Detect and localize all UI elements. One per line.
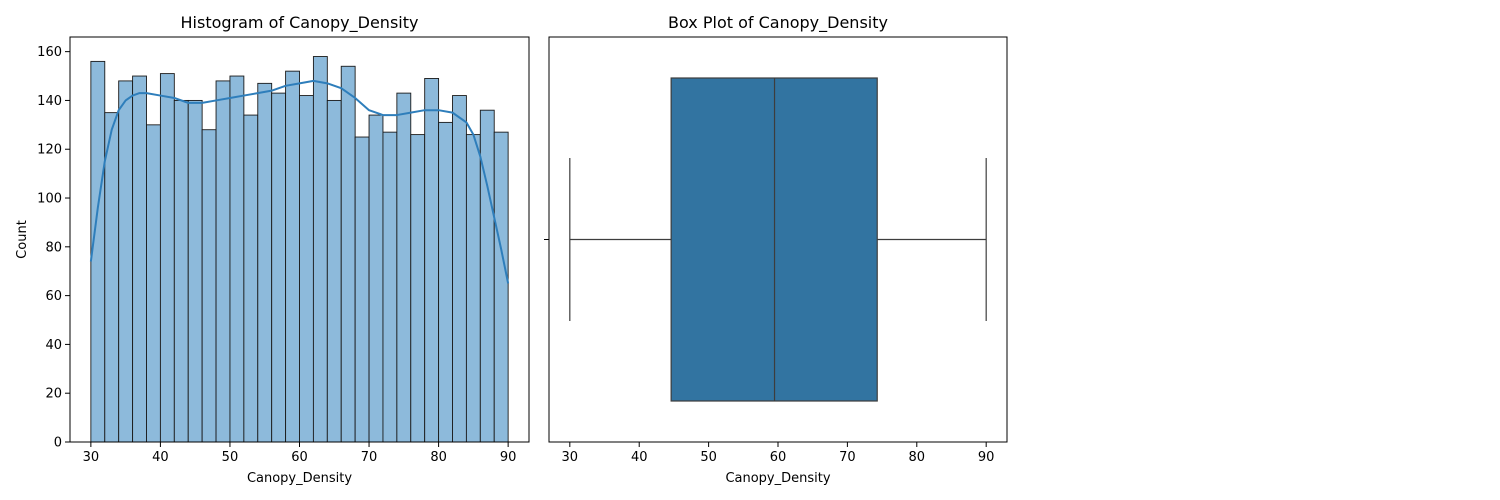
y-tick-label: 100 — [37, 192, 62, 207]
x-tick-label: 40 — [152, 450, 169, 465]
y-tick-label: 120 — [37, 143, 62, 158]
histogram-bar — [132, 75, 147, 443]
histogram-bar — [187, 99, 203, 443]
histogram-bar — [354, 136, 370, 443]
y-tick-label: 80 — [45, 240, 62, 255]
histogram-bar — [438, 121, 453, 443]
boxplot-elements — [544, 77, 987, 402]
histogram-y-axis-label: Count — [15, 220, 30, 259]
histogram-bar — [465, 134, 481, 443]
histogram-bar — [299, 95, 314, 443]
histogram-bar — [271, 92, 287, 443]
x-tick-label: 70 — [839, 450, 856, 465]
histogram-bar — [201, 129, 217, 443]
x-tick-label: 30 — [83, 450, 100, 465]
boxplot-title: Box Plot of Canopy_Density — [668, 13, 888, 33]
histogram-x-axis-label: Canopy_Density — [247, 471, 352, 486]
x-tick-label: 70 — [361, 450, 378, 465]
x-tick-label: 80 — [430, 450, 447, 465]
y-tick-label: 140 — [37, 94, 62, 109]
histogram-bar — [104, 112, 120, 443]
histogram-bar — [410, 134, 426, 443]
histogram-bar — [229, 75, 245, 443]
histogram-bar — [257, 82, 273, 443]
histogram-title: Histogram of Canopy_Density — [181, 13, 419, 33]
histogram-bar — [493, 131, 509, 443]
histogram-bar — [243, 114, 259, 443]
histogram-y-ticks: 0 20 40 60 80 100 120 140 160 — [37, 45, 70, 451]
y-tick-label: 20 — [45, 387, 62, 402]
x-tick-label: 40 — [631, 450, 648, 465]
histogram-bar — [368, 114, 384, 443]
histogram-x-ticks: 30 40 50 60 70 80 90 — [83, 442, 517, 465]
histogram-bar — [159, 73, 175, 443]
x-tick-label: 60 — [291, 450, 308, 465]
y-tick-label: 60 — [45, 289, 62, 304]
x-tick-label: 50 — [222, 450, 239, 465]
x-tick-label: 50 — [700, 450, 717, 465]
histogram-bar — [340, 65, 356, 443]
histogram-bar — [396, 92, 412, 443]
x-tick-label: 90 — [978, 450, 995, 465]
y-tick-label: 160 — [37, 45, 62, 60]
x-tick-label: 90 — [500, 450, 517, 465]
histogram-bar — [424, 78, 440, 443]
histogram-bar — [326, 99, 342, 443]
histogram-bar — [452, 95, 467, 443]
histogram-bar — [382, 131, 398, 443]
histogram-bar — [285, 70, 300, 443]
boxplot-x-ticks: 30 40 50 60 70 80 90 — [562, 442, 995, 465]
boxplot-x-axis-label: Canopy_Density — [725, 471, 830, 486]
histogram-bar — [312, 56, 328, 443]
histogram-bars — [90, 56, 509, 443]
boxplot-panel: Box Plot of Canopy_Density Canopy_Densit… — [544, 13, 1008, 486]
histogram-panel: Histogram of Canopy_Density Canopy_Densi… — [15, 13, 530, 486]
histogram-bar — [118, 80, 134, 443]
y-tick-label: 0 — [54, 436, 62, 451]
x-tick-label: 60 — [770, 450, 787, 465]
histogram-bar — [479, 109, 495, 443]
histogram-bar — [146, 124, 161, 443]
y-tick-label: 40 — [45, 338, 62, 353]
x-tick-label: 30 — [562, 450, 579, 465]
x-tick-label: 80 — [909, 450, 926, 465]
histogram-bar — [173, 99, 189, 443]
histogram-bar — [215, 80, 231, 443]
kde-curve — [89, 79, 510, 284]
